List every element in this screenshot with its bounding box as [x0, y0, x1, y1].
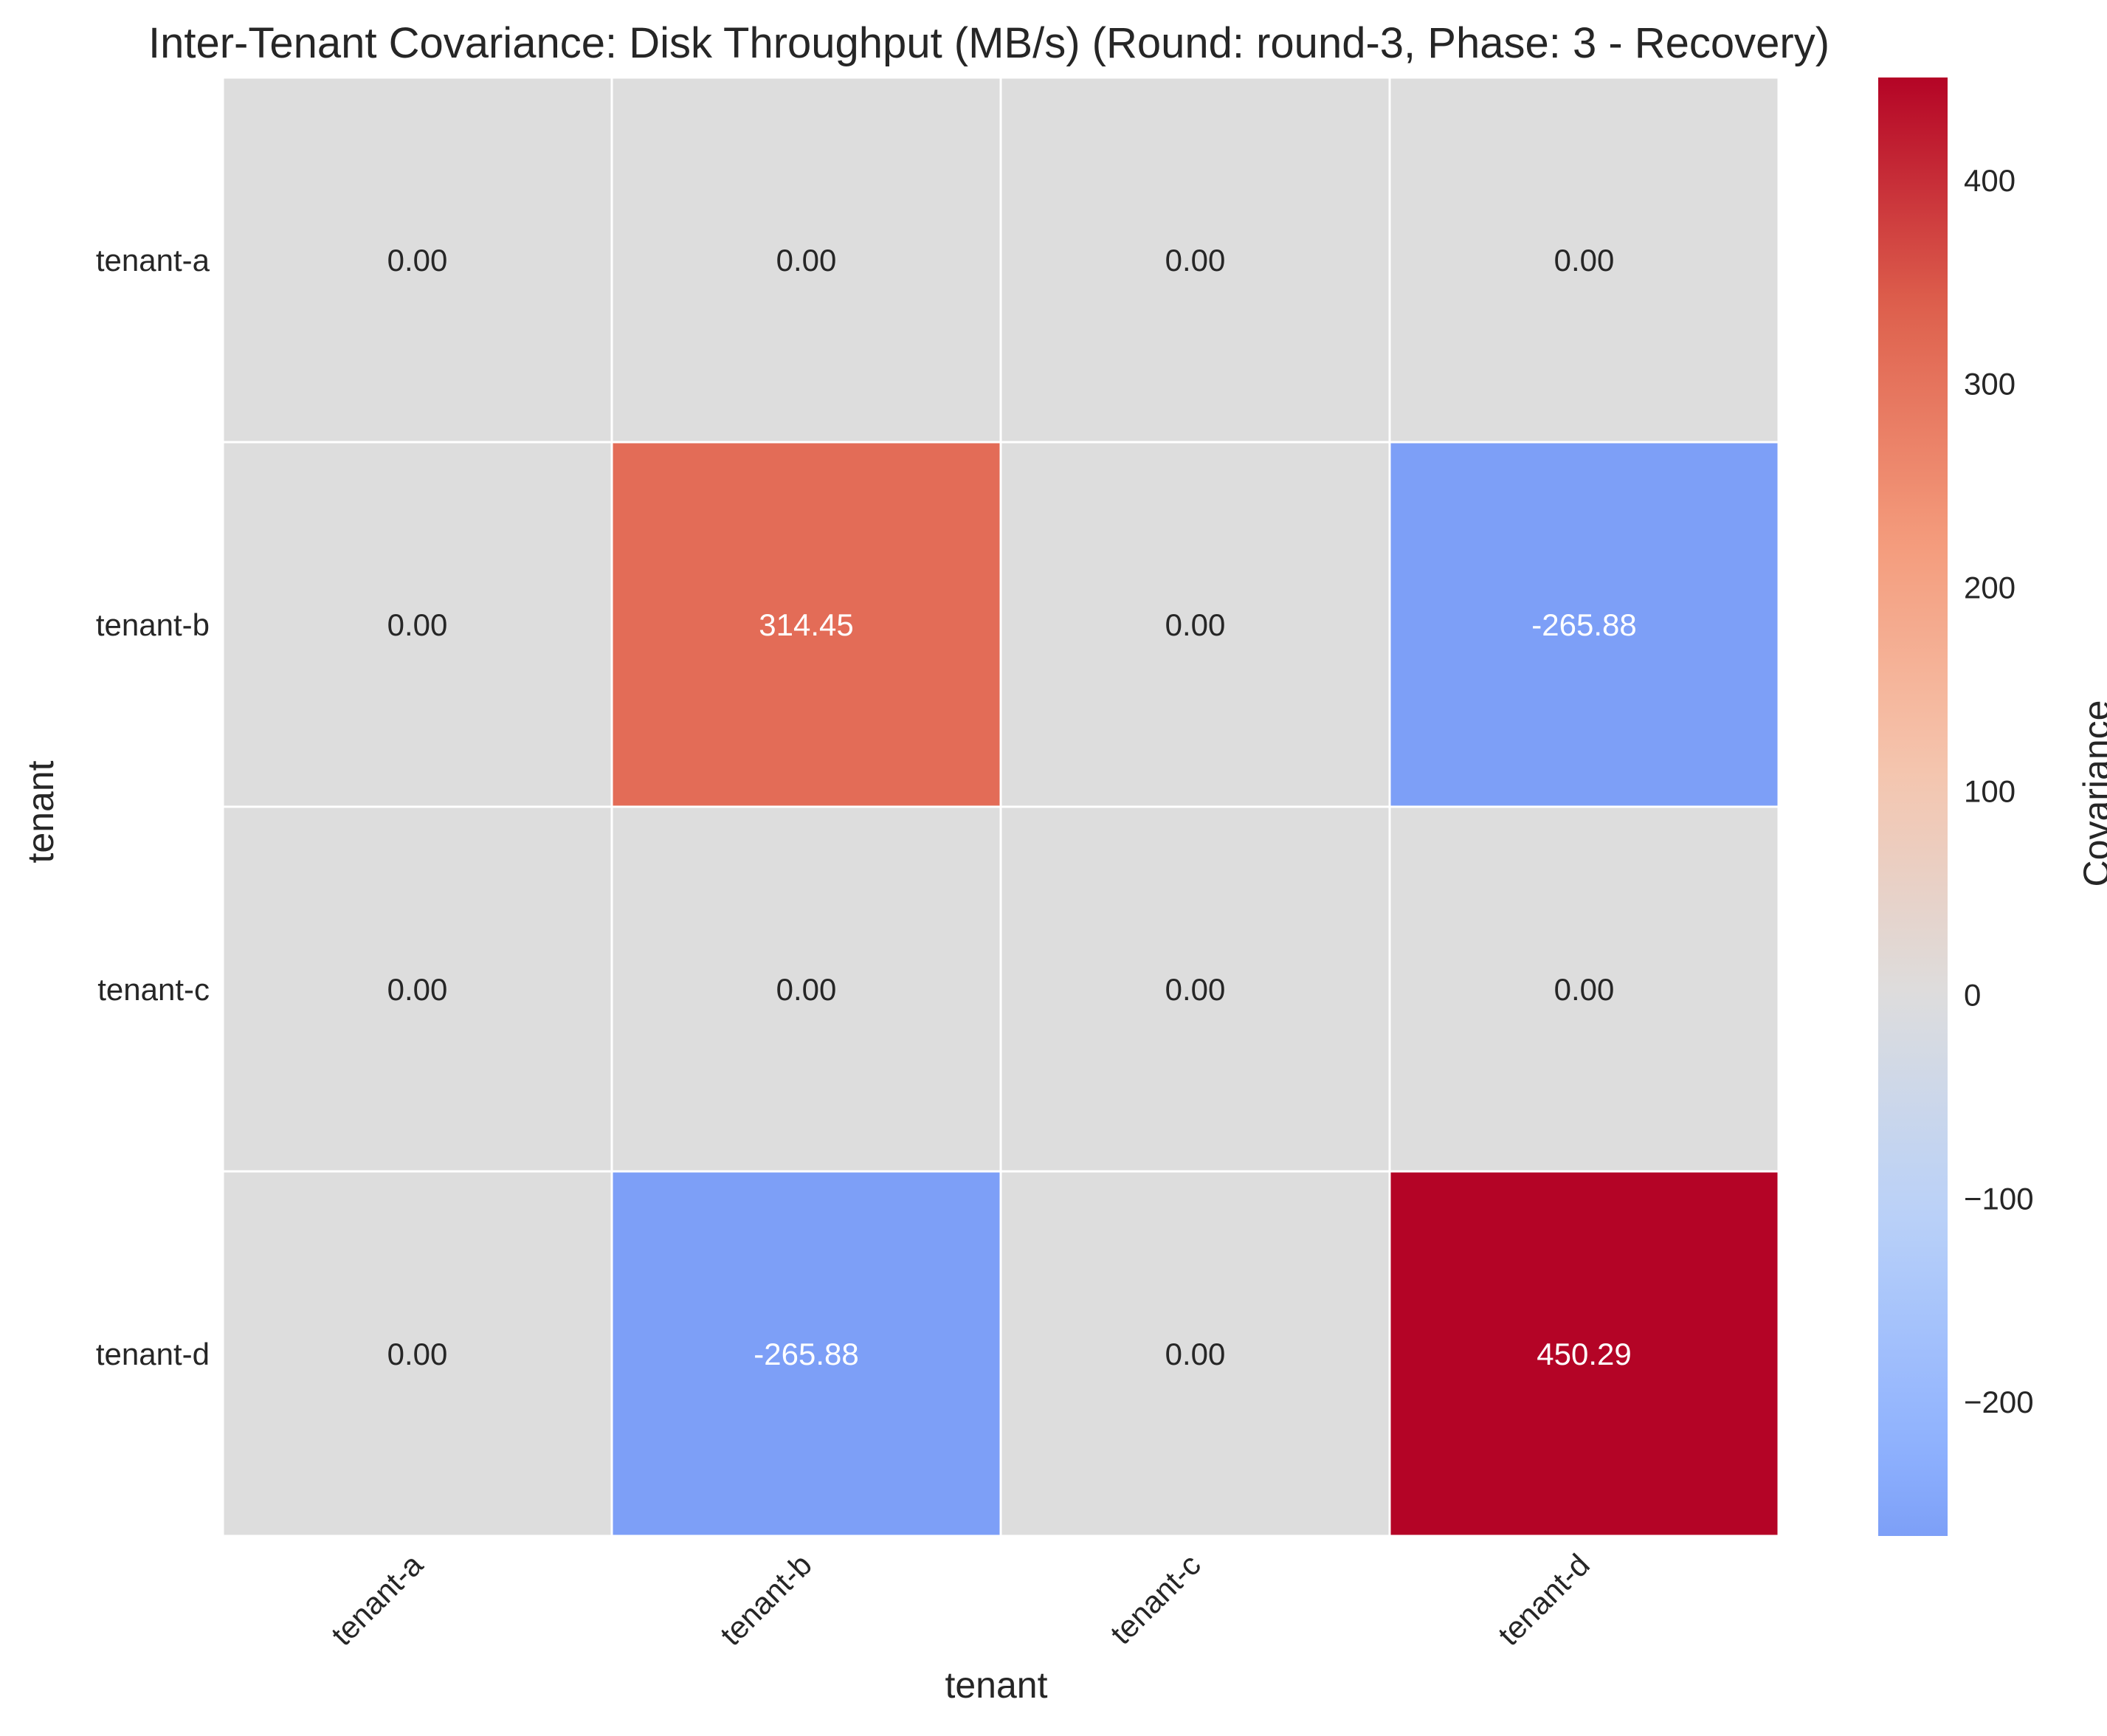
chart-title: Inter-Tenant Covariance: Disk Throughput… — [148, 19, 1830, 67]
cell-value-label: 0.00 — [776, 243, 837, 278]
heatmap-cell-tenant-d-tenant-d — [1388, 1170, 1780, 1537]
colorbar-tick-label: 200 — [1964, 571, 2015, 605]
x-tick-label: tenant-d — [1492, 1547, 1596, 1652]
heatmap-cell-tenant-b-tenant-d — [1388, 441, 1780, 808]
colorbar-gradient — [1878, 78, 1948, 1536]
cell-value-label: 314.45 — [759, 607, 853, 642]
cell-value-label: 0.00 — [387, 243, 448, 278]
y-tick-label: tenant-a — [96, 243, 210, 278]
colorbar-label: Covariance — [2076, 700, 2107, 887]
cell-value-label: 0.00 — [1165, 607, 1226, 642]
colorbar-tick-label: −200 — [1964, 1385, 2034, 1419]
heatmap-cell-tenant-c-tenant-b — [610, 805, 1002, 1173]
cell-value-label: -265.88 — [1531, 607, 1636, 642]
y-tick-label: tenant-d — [96, 1337, 210, 1371]
colorbar-tick-label: 300 — [1964, 367, 2015, 402]
x-axis-label: tenant — [945, 1664, 1047, 1706]
cell-value-label: 0.00 — [387, 972, 448, 1007]
cell-value-label: 0.00 — [387, 607, 448, 642]
y-tick-label: tenant-c — [97, 972, 210, 1007]
cell-value-label: 0.00 — [1165, 243, 1226, 278]
heatmap-cell-tenant-c-tenant-d — [1388, 805, 1780, 1173]
colorbar-tick-label: 100 — [1964, 774, 2015, 808]
cell-value-label: 0.00 — [1554, 243, 1615, 278]
colorbar-tick-label: 0 — [1964, 977, 1981, 1012]
colorbar: −200 −100 0 100 200 300 400 — [1878, 78, 2034, 1536]
x-tick-label: tenant-c — [1103, 1547, 1207, 1651]
cell-value-label: 0.00 — [776, 972, 837, 1007]
heatmap-cell-tenant-b-tenant-b — [610, 441, 1002, 808]
cell-value-label: 0.00 — [1554, 972, 1615, 1007]
heatmap-cell-tenant-a-tenant-d — [1388, 76, 1780, 444]
heatmap-cell-tenant-d-tenant-b — [610, 1170, 1002, 1537]
x-tick-label: tenant-a — [325, 1547, 430, 1653]
y-axis-label: tenant — [20, 760, 61, 863]
heatmap-cell-tenant-a-tenant-c — [999, 76, 1391, 444]
cell-value-label: 0.00 — [387, 1337, 448, 1371]
cell-value-label: 0.00 — [1165, 972, 1226, 1007]
cell-value-label: -265.88 — [754, 1337, 858, 1371]
y-axis-ticks: tenant-a tenant-b tenant-c tenant-d — [96, 243, 210, 1371]
colorbar-tick-label: 400 — [1964, 163, 2015, 198]
cell-value-label: 450.29 — [1537, 1337, 1631, 1371]
heatmap-cell-tenant-d-tenant-a — [221, 1170, 613, 1537]
x-axis-ticks: tenant-a tenant-b tenant-c tenant-d — [325, 1547, 1596, 1653]
x-tick-label: tenant-b — [714, 1547, 818, 1652]
y-tick-label: tenant-b — [96, 607, 210, 642]
heatmap-cell-tenant-d-tenant-c — [999, 1170, 1391, 1537]
heatmap-cell-tenant-a-tenant-b — [610, 76, 1002, 444]
heatmap-cells — [221, 76, 1780, 1537]
colorbar-tick-label: −100 — [1964, 1181, 2034, 1216]
heatmap-value-labels: 0.00 0.00 0.00 0.00 0.00 314.45 0.00 -265.88 0.0… — [387, 243, 1637, 1371]
heatmap-cell-tenant-a-tenant-a — [221, 76, 613, 444]
cell-value-label: 0.00 — [1165, 1337, 1226, 1371]
heatmap-cell-tenant-b-tenant-a — [221, 441, 613, 808]
heatmap-cell-tenant-b-tenant-c — [999, 441, 1391, 808]
